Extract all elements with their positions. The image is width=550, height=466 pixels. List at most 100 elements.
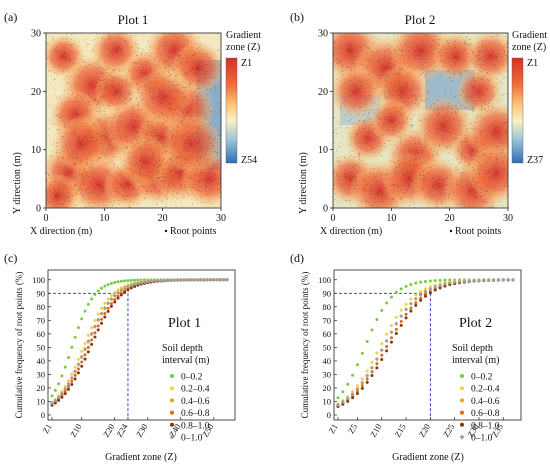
point-c-1-12 — [87, 334, 90, 337]
point-d-3-11 — [385, 345, 388, 348]
point-c-5-54 — [225, 278, 229, 282]
point-c-0-18 — [107, 283, 110, 286]
point-d-3-7 — [366, 377, 369, 380]
point-c-4-21 — [117, 297, 120, 300]
point-d-4-21 — [434, 289, 437, 292]
point-c-1-10 — [80, 350, 83, 353]
point-c-0-17 — [103, 285, 106, 288]
legend-marker-c-4 — [170, 423, 174, 427]
point-d-4-8 — [371, 374, 374, 377]
point-d-0-14 — [400, 287, 403, 290]
point-c-0-6 — [67, 356, 70, 359]
point-c-4-18 — [107, 310, 110, 313]
point-d-5-8 — [370, 366, 374, 370]
point-c-4-23 — [123, 291, 126, 294]
point-d-5-36 — [506, 278, 510, 282]
ytick-label-c-50: 50 — [37, 342, 46, 352]
point-c-4-12 — [87, 350, 90, 353]
point-d-0-22 — [439, 279, 442, 282]
xtick-label-d-Z1: Z1 — [326, 422, 339, 435]
point-d-0-21 — [434, 279, 437, 282]
point-c-0-10 — [80, 317, 83, 320]
point-c-4-19 — [110, 305, 113, 308]
colorbar-b: Gradient zone (Z) Z1 Z37 — [512, 30, 547, 166]
point-d-4-19 — [424, 295, 427, 298]
xtick-label-d-Z20: Z20 — [417, 422, 433, 439]
point-c-4-6 — [67, 388, 70, 391]
point-d-0-23 — [443, 279, 446, 282]
curve-d-title: Plot 2 — [459, 316, 492, 331]
point-c-5-35 — [162, 278, 166, 282]
point-c-4-20 — [113, 300, 116, 303]
point-d-4-13 — [395, 332, 398, 335]
point-c-5-7 — [70, 376, 74, 380]
point-d-5-35 — [501, 278, 505, 282]
point-c-4-11 — [84, 358, 87, 361]
point-c-0-15 — [97, 290, 100, 293]
heatmap-b-ylabel: Y direction (m) — [298, 152, 309, 214]
point-c-5-6 — [67, 382, 71, 386]
point-c-5-9 — [76, 362, 80, 366]
point-d-5-9 — [375, 357, 379, 361]
point-c-5-17 — [103, 306, 107, 310]
point-d-1-14 — [400, 309, 403, 312]
point-d-3-8 — [371, 370, 374, 373]
point-d-3-12 — [390, 336, 393, 339]
point-c-5-20 — [113, 294, 117, 298]
point-d-3-16 — [409, 307, 412, 310]
ytick-label-c-0: 0 — [41, 410, 45, 420]
point-c-1-18 — [107, 297, 110, 300]
point-c-0-25 — [130, 279, 133, 282]
colorbar-a-top: Z1 — [241, 58, 252, 69]
point-d-0-18 — [419, 281, 422, 284]
xtick-label-a-10: 10 — [99, 213, 109, 224]
legend-marker-d-4 — [460, 423, 464, 427]
ytick-label-b-20: 20 — [318, 87, 328, 98]
curve-c-legend-header-1: Soil depth — [162, 343, 203, 354]
point-c-4-5 — [64, 392, 67, 395]
ytick-label-b-10: 10 — [318, 145, 328, 156]
colorbar-b-title-2: zone (Z) — [512, 42, 546, 53]
point-d-0-1 — [337, 396, 340, 399]
point-d-0-3 — [346, 383, 349, 386]
point-c-1-17 — [103, 302, 106, 305]
point-c-1-16 — [100, 307, 103, 310]
curve-d-ylabel: Cumulative frequency of root points (%) — [300, 272, 310, 419]
colorbar-b-bar — [512, 58, 523, 163]
point-c-4-14 — [93, 336, 96, 339]
point-c-4-3 — [57, 399, 60, 402]
heatmap-a-blobs — [34, 21, 238, 219]
point-c-0-21 — [117, 280, 120, 283]
xtick-label-a-0: 0 — [44, 213, 49, 224]
panel-d-letter: (d) — [290, 251, 304, 265]
point-c-1-14 — [93, 319, 96, 322]
point-d-5-16 — [409, 302, 413, 306]
point-d-4-11 — [385, 349, 388, 352]
point-d-4-20 — [429, 291, 432, 294]
point-c-0-22 — [120, 280, 123, 283]
point-d-5-32 — [487, 278, 491, 282]
point-d-1-18 — [419, 290, 422, 293]
colorbar-a-title-2: zone (Z) — [226, 42, 260, 53]
legend-label-c-0: 0–0.2 — [181, 373, 203, 383]
point-d-0-19 — [424, 280, 427, 283]
point-c-3-13 — [90, 338, 93, 341]
point-d-4-7 — [366, 381, 369, 384]
point-c-5-23 — [123, 286, 127, 290]
legend-label-d-0: 0–0.2 — [471, 373, 493, 383]
point-c-3-9 — [77, 367, 80, 370]
point-d-0-6 — [361, 352, 364, 355]
point-d-5-12 — [389, 330, 393, 334]
point-d-0-5 — [356, 363, 359, 366]
point-c-5-12 — [86, 339, 90, 343]
legend-label-d-4: 0.8–1.0 — [471, 421, 500, 431]
point-c-0-3 — [57, 382, 60, 385]
legend-label-c-5: 0–1.0 — [181, 434, 203, 444]
ytick-label-a-0: 0 — [36, 204, 41, 215]
ytick-label-c-80: 80 — [37, 302, 46, 312]
point-d-0-13 — [395, 291, 398, 294]
point-d-1-12 — [390, 324, 393, 327]
point-c-3-17 — [103, 312, 106, 315]
point-c-0-4 — [60, 374, 63, 377]
